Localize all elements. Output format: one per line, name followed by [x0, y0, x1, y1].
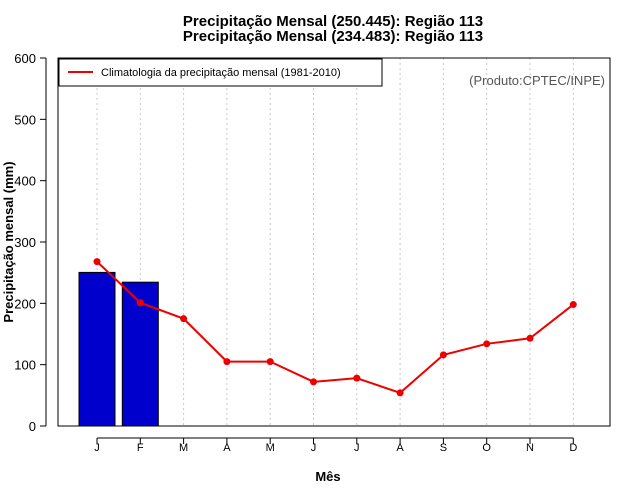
x-tick-label: A: [223, 442, 231, 454]
series-point-4: [266, 358, 274, 366]
climatology-line-group: [93, 258, 577, 397]
series-point-10: [526, 334, 534, 342]
x-tick-label: O: [482, 442, 491, 454]
series-point-9: [483, 340, 491, 348]
series-point-3: [223, 358, 231, 366]
legend-box: [58, 58, 383, 87]
x-tick-label: J: [354, 442, 360, 454]
y-axis: 0 100 200 300 400 500 600: [14, 51, 47, 434]
x-tick-label: M: [179, 442, 188, 454]
plot-frame: [57, 57, 611, 427]
x-tick-label: N: [526, 442, 534, 454]
x-tick-label: S: [440, 442, 447, 454]
credit-text: (Produto:CPTEC/INPE): [469, 73, 605, 88]
legend: Climatologia da precipitação mensal (198…: [58, 58, 383, 87]
series-point-6: [353, 374, 361, 382]
y-tick-label: 300: [14, 235, 36, 250]
y-tick-label: 400: [14, 174, 36, 189]
y-tick-label: 500: [14, 112, 36, 127]
series-point-11: [569, 301, 577, 309]
bar-0: [78, 271, 116, 427]
series-point-7: [396, 389, 404, 397]
x-tick-label: M: [266, 442, 275, 454]
x-tick-label: D: [569, 442, 577, 454]
x-tick-label: J: [94, 442, 100, 454]
x-tick-label: F: [137, 442, 144, 454]
series-point-1: [136, 299, 144, 307]
legend-label: Climatologia da precipitação mensal (198…: [101, 67, 341, 79]
series-point-5: [310, 378, 317, 386]
series-point-8: [439, 351, 447, 359]
series-line-0: [96, 260, 574, 395]
y-tick-label: 200: [14, 296, 36, 311]
grid-lines: [96, 58, 574, 426]
chart-title-2: Precipitação Mensal (234.483): Região 11…: [183, 28, 483, 45]
x-tick-label: J: [311, 442, 317, 454]
x-axis-title: Mês: [315, 469, 340, 484]
series-point-2: [180, 315, 188, 323]
y-tick-label: 100: [14, 358, 36, 373]
x-tick-label: A: [396, 442, 404, 454]
bars-group: [78, 271, 159, 427]
y-tick-label: 0: [29, 419, 36, 434]
chart-title-1: Precipitação Mensal (250.445): Região 11…: [183, 13, 483, 30]
y-tick-label: 600: [14, 51, 36, 66]
series-point-0: [93, 258, 101, 266]
y-axis-title: Precipitação mensal (mm): [1, 161, 16, 322]
